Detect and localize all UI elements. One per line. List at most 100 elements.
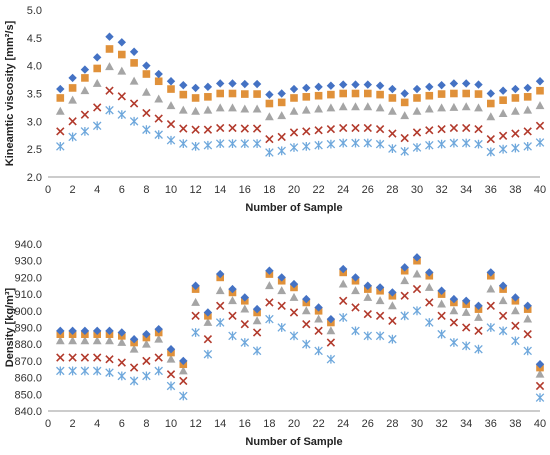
density-point-triangle [314,314,323,323]
viscosity-point-x [105,86,114,95]
density-x-ticks: 0 2 4 6 8 10 12 14 16 18 20 22 24 26 28 30 32 34 36 38 40 [45,418,546,430]
viscosity-point-square [376,90,384,99]
viscosity-point-asterisk [400,146,409,156]
viscosity-point-x [117,92,126,101]
density-point-diamond [339,264,348,274]
viscosity-point-triangle [375,103,385,112]
viscosity-point-x [462,123,471,133]
density-point-diamond [216,269,225,279]
density-point-x [289,308,299,317]
density-point-diamond [93,326,102,336]
density-point-x [240,319,249,329]
density-point-x [277,301,286,310]
density-point-asterisk [351,326,360,336]
viscosity-point-x [388,129,397,138]
viscosity-point-diamond [498,86,508,95]
density-point-triangle [191,297,200,306]
viscosity-point-diamond [154,69,163,79]
density-point-asterisk [363,331,373,341]
density-point-x [339,296,348,305]
density-point-x [535,381,545,391]
density-point-asterisk [277,323,286,332]
density-point-x [302,319,311,329]
density-x-tick-label: 24 [337,418,349,430]
density-point-triangle [412,269,422,278]
density-y-tick-label: 850.0 [14,389,42,401]
density-point-x [437,311,446,320]
viscosity-point-triangle [412,106,422,115]
viscosity-point-x [425,126,434,135]
density-point-x [56,353,65,362]
viscosity-point-square [351,89,360,98]
viscosity-point-x [154,114,163,123]
density-point-asterisk [425,318,434,327]
density-point-triangle [289,292,299,301]
viscosity-point-asterisk [228,139,237,148]
density-point-triangle [166,354,176,363]
density-point-diamond [511,293,520,302]
density-point-diamond [289,279,299,289]
density-point-triangle [424,282,434,291]
viscosity-point-diamond [166,77,176,86]
viscosity-point-diamond [105,32,114,41]
viscosity-point-asterisk [302,141,311,151]
viscosity-point-triangle [400,111,410,120]
viscosity-point-square [499,96,507,104]
viscosity-point-asterisk [523,141,532,151]
viscosity-x-tick-label: 2 [70,184,76,196]
viscosity-point-triangle [461,102,471,111]
density-point-triangle [154,334,164,343]
density-point-x [326,338,336,347]
viscosity-point-square [339,89,347,98]
density-point-diamond [240,293,249,302]
density-point-diamond [191,281,200,290]
density-point-triangle [117,337,127,346]
density-point-asterisk [400,311,409,321]
density-point-x [449,318,459,327]
viscosity-point-square [450,89,458,98]
viscosity-point-triangle [301,105,311,114]
viscosity-point-asterisk [265,148,274,157]
density-point-x [351,303,360,312]
density-x-tick-label: 22 [312,418,324,430]
density-point-diamond [252,304,262,314]
viscosity-x-tick-label: 20 [288,184,300,196]
density-y-tick-label: 910.0 [14,289,42,301]
density-point-triangle [523,314,533,323]
viscosity-y-tick-label: 4.0 [27,61,42,73]
density-point-triangle [129,344,139,353]
viscosity-point-triangle [142,87,151,96]
viscosity-point-triangle [437,103,446,112]
density-point-asterisk [437,329,446,339]
viscosity-point-x [400,133,409,143]
density-point-diamond [56,326,65,336]
density-point-triangle [68,336,77,345]
viscosity-point-x [191,125,200,134]
viscosity-point-x [277,132,286,142]
viscosity-point-triangle [265,112,274,121]
viscosity-point-asterisk [203,140,213,150]
density-point-x [117,358,126,367]
density-point-x [511,321,520,330]
viscosity-point-triangle [117,66,127,75]
density-point-asterisk [375,331,385,341]
density-point-asterisk [129,376,139,386]
density-y-tick-label: 870.0 [14,356,42,368]
density-point-asterisk [388,334,397,344]
viscosity-point-asterisk [314,140,323,150]
viscosity-point-x [498,131,508,140]
viscosity-y-tick-label: 2.0 [27,172,42,184]
viscosity-point-x [289,128,299,137]
density-point-diamond [523,301,532,310]
density-point-x [93,353,102,362]
viscosity-point-diamond [252,79,262,89]
viscosity-point-diamond [68,73,77,83]
density-point-triangle [363,292,373,301]
viscosity-point-triangle [535,101,545,110]
viscosity-point-asterisk [486,147,496,157]
density-point-x [142,356,151,366]
viscosity-point-diamond [351,80,360,89]
viscosity-point-triangle [92,78,102,87]
density-point-diamond [203,308,213,317]
viscosity-point-x [375,124,385,134]
